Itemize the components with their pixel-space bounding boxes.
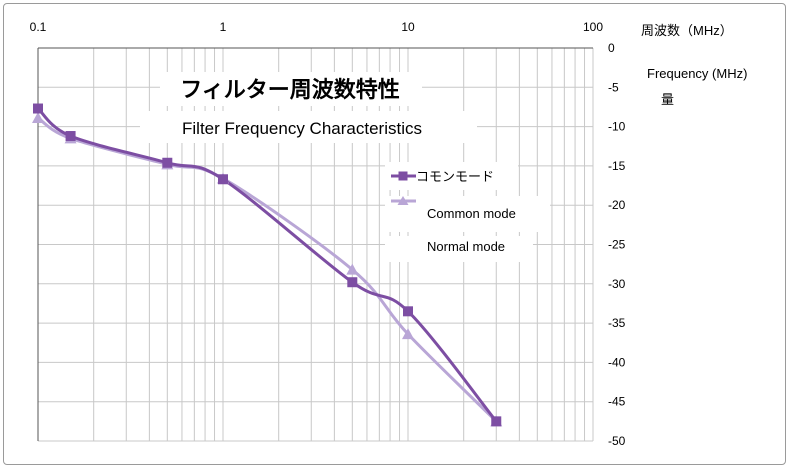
series-1-point <box>402 328 414 340</box>
series-0-point <box>33 103 43 114</box>
series-0-point <box>218 174 228 185</box>
series-0-point <box>491 416 502 427</box>
legend-label-common-en: Common mode <box>427 206 516 221</box>
y-tick-label: -50 <box>608 434 626 448</box>
y-tick-label: -10 <box>608 120 626 134</box>
series-0-point <box>162 157 173 168</box>
series-0-point <box>65 131 76 142</box>
x-tick-label: 10 <box>401 20 415 34</box>
title-en-background <box>140 111 477 143</box>
y-axis-label-glyph: 量 <box>661 92 674 107</box>
y-tick-label: -40 <box>608 355 626 369</box>
y-tick-label: 0 <box>608 41 615 55</box>
x-axis-label-jp: 周波数（MHz） <box>641 23 733 38</box>
x-axis-label-en: Frequency (MHz) <box>647 66 747 81</box>
y-tick-label: -5 <box>608 80 619 94</box>
series-0-point <box>403 306 413 317</box>
series-0-point <box>347 277 358 288</box>
y-tick-label: -45 <box>608 395 626 409</box>
legend-label-normal: Normal mode <box>427 239 505 254</box>
y-tick-label: -35 <box>608 316 626 330</box>
title-jp-background <box>160 72 422 106</box>
y-tick-label: -20 <box>608 198 626 212</box>
chart-title-en: Filter Frequency Characteristics <box>182 119 422 138</box>
y-tick-label: -25 <box>608 238 626 252</box>
series-1-point <box>346 263 359 275</box>
x-tick-label: 1 <box>220 20 227 34</box>
y-tick-labels: 0 -5 -10 -15 -20 -25 -30 -35 -40 -45 -50 <box>608 41 626 448</box>
series-1-point <box>32 111 44 123</box>
chart-title-jp: フィルター周波数特性 <box>180 77 400 102</box>
y-tick-label: -30 <box>608 277 626 291</box>
x-tick-label: 0.1 <box>30 20 47 34</box>
legend-label-common-jp: コモンモード <box>416 169 494 184</box>
legend-marker-triangle <box>397 196 409 205</box>
legend-marker-square <box>398 171 408 181</box>
legend-bg-3 <box>385 236 533 262</box>
series-layer <box>32 103 503 427</box>
y-tick-label: -15 <box>608 159 626 173</box>
x-tick-label: 100 <box>583 20 603 34</box>
x-tick-labels: 0.1 1 10 100 <box>30 20 604 34</box>
series-line-0 <box>36 107 498 423</box>
